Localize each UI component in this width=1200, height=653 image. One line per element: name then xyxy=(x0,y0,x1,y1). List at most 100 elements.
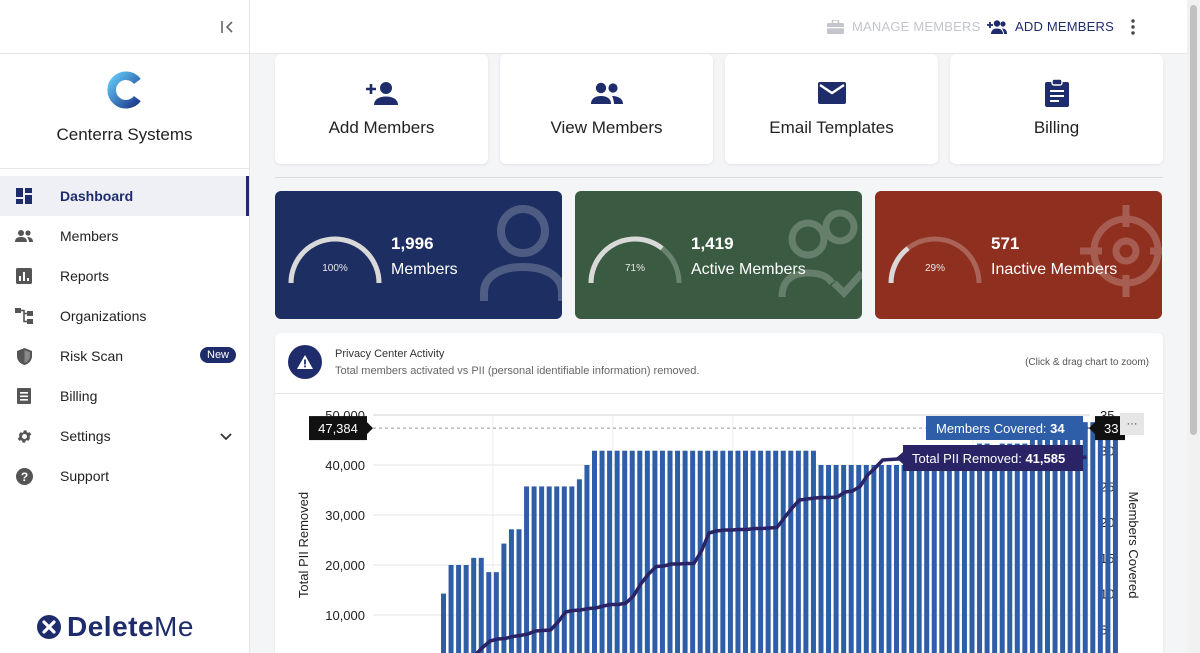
y-tick-label: 20,000 xyxy=(325,558,365,573)
collapse-sidebar-icon[interactable] xyxy=(217,17,237,37)
company-name: Centerra Systems xyxy=(56,125,193,144)
more-vert-icon[interactable] xyxy=(1125,17,1141,37)
mail-icon xyxy=(817,82,846,104)
member-bar xyxy=(743,450,748,653)
member-bar xyxy=(886,465,892,653)
sidebar-item-dashboard[interactable]: Dashboard xyxy=(0,176,249,216)
scrollbar-thumb[interactable] xyxy=(1190,5,1197,435)
sidebar-item-billing[interactable]: Billing xyxy=(0,376,249,416)
members-stat-card[interactable]: 100% 1,996 Members xyxy=(275,191,562,319)
member-bar xyxy=(803,450,809,653)
member-bar xyxy=(629,450,635,653)
members-icon xyxy=(15,227,33,245)
member-bar xyxy=(1014,443,1020,653)
y-axis-title: Total PII Removed xyxy=(296,492,311,598)
member-bar xyxy=(780,450,786,653)
member-bar xyxy=(493,572,499,653)
stat-label: Active Members xyxy=(691,261,806,278)
member-bar xyxy=(675,450,681,653)
member-bar xyxy=(1112,422,1118,653)
email-templates-card[interactable]: Email Templates xyxy=(725,54,938,164)
member-bar xyxy=(456,565,462,653)
sidebar-item-risk-scan[interactable]: Risk Scan New xyxy=(0,336,249,376)
sidebar-item-label: Reports xyxy=(60,268,110,284)
member-bar xyxy=(863,465,869,653)
chevron-down-icon[interactable] xyxy=(218,428,234,444)
member-bar xyxy=(878,465,884,653)
stat-value: 1,996 xyxy=(391,234,434,253)
manage-members-label: MANAGE MEMBERS xyxy=(852,19,981,34)
billing-card[interactable]: Billing xyxy=(950,54,1163,164)
member-bar xyxy=(848,465,854,653)
panel-divider xyxy=(275,393,1163,394)
crosshair-y2-label: 33 xyxy=(1104,421,1118,436)
member-bar xyxy=(561,486,567,653)
member-bar xyxy=(931,465,937,653)
member-bar xyxy=(924,465,930,653)
inactive-members-stat-card[interactable]: 29% 571 Inactive Members xyxy=(875,191,1162,319)
organizations-icon xyxy=(15,307,33,325)
add-members-button[interactable]: ADD MEMBERS xyxy=(987,19,1114,34)
help-icon: ? xyxy=(15,467,33,485)
section-divider xyxy=(275,177,1163,178)
add-members-label: ADD MEMBERS xyxy=(1015,19,1114,34)
member-bar xyxy=(1075,422,1081,653)
stat-value: 571 xyxy=(991,234,1020,253)
member-bar xyxy=(659,450,665,653)
sidebar-item-support[interactable]: ? Support xyxy=(0,456,249,496)
sidebar-item-label: Support xyxy=(60,468,110,484)
member-bar xyxy=(826,465,832,653)
member-bar xyxy=(441,593,446,653)
member-bar xyxy=(478,557,484,653)
vertical-scrollbar[interactable] xyxy=(1187,0,1200,653)
member-bar xyxy=(720,450,726,653)
member-bar xyxy=(1105,422,1111,653)
member-bar xyxy=(554,486,560,653)
member-bar xyxy=(735,450,741,653)
sidebar-item-reports[interactable]: Reports xyxy=(0,256,249,296)
pii-tooltip-arrow xyxy=(896,452,903,464)
sidebar-item-organizations[interactable]: Organizations xyxy=(0,296,249,336)
y-tick-label: 40,000 xyxy=(325,458,365,473)
activity-chart[interactable]: 50,00040,00030,00020,00010,0003530252015… xyxy=(275,393,1163,653)
add-members-card[interactable]: Add Members xyxy=(275,54,488,164)
y2-axis-title: Members Covered xyxy=(1126,492,1141,599)
member-bar xyxy=(508,529,514,653)
member-bar xyxy=(946,465,952,653)
brand-block: Centerra Systems xyxy=(0,54,249,169)
member-bar xyxy=(622,450,628,653)
warning-icon xyxy=(288,345,322,379)
member-bar xyxy=(1060,422,1066,653)
action-label: Billing xyxy=(1033,118,1080,137)
member-bar xyxy=(516,529,522,653)
gauge-percent: 100% xyxy=(322,263,348,274)
member-bar xyxy=(977,443,983,653)
member-bar xyxy=(795,450,801,653)
sidebar-nav: Dashboard Members Reports Organizations … xyxy=(0,176,249,496)
active-members-gauge xyxy=(588,236,682,284)
active-members-stat-card[interactable]: 71% 1,419 Active Members xyxy=(575,191,862,319)
crosshair-y-arrow xyxy=(367,422,373,435)
member-bar xyxy=(1037,436,1043,653)
sidebar: Centerra Systems Dashboard Members Repor… xyxy=(0,0,250,653)
gauge-percent: 71% xyxy=(624,263,645,274)
members-gauge xyxy=(288,236,382,284)
sidebar-item-label: Members xyxy=(60,228,119,244)
view-members-card[interactable]: View Members xyxy=(500,54,713,164)
sidebar-item-label: Organizations xyxy=(60,308,147,324)
member-bar xyxy=(758,450,764,653)
sidebar-item-members[interactable]: Members xyxy=(0,216,249,256)
deleteme-wordmark: DeleteMe xyxy=(67,611,194,642)
sidebar-header xyxy=(0,0,249,54)
member-bar xyxy=(539,486,545,653)
sidebar-item-label: Dashboard xyxy=(60,188,134,204)
action-label: View Members xyxy=(550,118,663,137)
member-bar xyxy=(501,543,507,653)
member-bar xyxy=(1097,422,1103,653)
billing-icon xyxy=(15,387,33,405)
members-tooltip-text: Members Covered: 34 xyxy=(936,421,1065,436)
stat-value: 1,419 xyxy=(691,234,734,253)
member-bar xyxy=(667,450,673,653)
manage-members-button[interactable]: MANAGE MEMBERS xyxy=(827,19,980,34)
sidebar-item-settings[interactable]: Settings xyxy=(0,416,249,456)
